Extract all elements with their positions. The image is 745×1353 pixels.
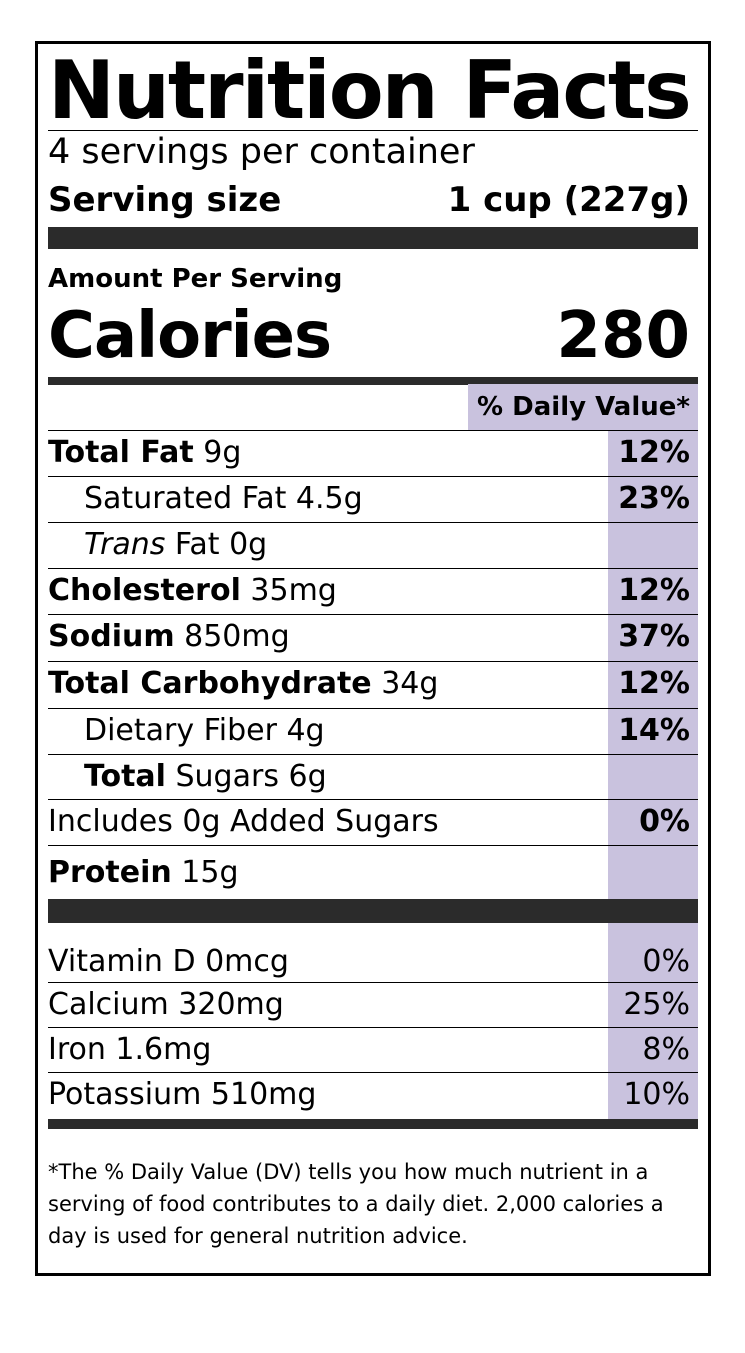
nutrient-amount: 9g [193, 435, 242, 470]
nutrient-amount: Sugars 6g [165, 759, 327, 794]
serving-size-label: Serving size [48, 180, 282, 220]
divider [48, 430, 698, 431]
percent-column [608, 923, 698, 1119]
vitamin-name: Iron 1.6mg [48, 1032, 212, 1067]
nutrient-name: Trans [84, 527, 166, 562]
divider [48, 799, 698, 800]
daily-value-band [468, 384, 698, 430]
amount-per-serving: Amount Per Serving [48, 264, 343, 294]
vitamin-dv: 25% [623, 987, 690, 1022]
label-inner: Nutrition Facts 4 servings per container… [48, 44, 698, 1273]
vitamin-row: Potassium 510mg 10% [48, 1072, 698, 1118]
vitamin-dv: 0% [642, 944, 690, 979]
nutrient-row: Trans Fat 0g [48, 522, 698, 568]
medium-divider [48, 377, 698, 385]
nutrient-amount: Fat 0g [165, 527, 268, 562]
nutrient-name: Total Carbohydrate [48, 666, 372, 701]
footnote: *The % Daily Value (DV) tells you how mu… [48, 1160, 664, 1248]
nutrient-name: Cholesterol [48, 573, 241, 608]
nutrient-dv: 23% [618, 481, 690, 516]
vitamin-dv: 8% [642, 1032, 690, 1067]
medium-divider [48, 1119, 698, 1129]
nutrient-name: Dietary Fiber 4g [84, 713, 325, 748]
nutrient-row: Total Fat 9g 12% [48, 430, 698, 476]
nutrient-dv: 0% [639, 804, 690, 839]
serving-size-value: 1 cup (227g) [447, 180, 690, 220]
nutrient-row: Sodium 850mg 37% [48, 614, 698, 660]
divider [48, 754, 698, 755]
vitamin-row: Calcium 320mg 25% [48, 982, 698, 1028]
nutrient-amount: 34g [371, 666, 439, 701]
servings-per-container: 4 servings per container [48, 132, 475, 172]
divider [48, 661, 698, 662]
vitamin-name: Vitamin D 0mcg [48, 944, 289, 979]
nutrient-row: Includes 0g Added Sugars 0% [48, 799, 698, 845]
divider [48, 1027, 698, 1028]
nutrition-label: Nutrition Facts 4 servings per container… [35, 41, 711, 1276]
calories-label: Calories [48, 299, 332, 373]
nutrient-row: Protein 15g [48, 850, 698, 896]
divider [48, 568, 698, 569]
nutrient-row: Total Sugars 6g [48, 754, 698, 800]
label-title: Nutrition Facts [48, 44, 692, 137]
nutrient-dv: 12% [618, 573, 690, 608]
percent-column [608, 430, 698, 899]
nutrient-name: Saturated Fat 4.5g [84, 481, 363, 516]
divider [48, 982, 698, 983]
nutrient-dv: 37% [618, 619, 690, 654]
divider [48, 1072, 698, 1073]
vitamin-row: Iron 1.6mg 8% [48, 1027, 698, 1073]
nutrient-dv: 12% [618, 435, 690, 470]
nutrient-row: Saturated Fat 4.5g 23% [48, 476, 698, 522]
vitamin-row: Vitamin D 0mcg 0% [48, 939, 698, 985]
nutrient-name: Protein [48, 855, 172, 890]
divider [48, 708, 698, 709]
vitamin-name: Calcium 320mg [48, 987, 284, 1022]
serving-size-row: Serving size 1 cup (227g) [48, 180, 698, 220]
nutrient-name: Sodium [48, 619, 175, 654]
nutrient-row: Dietary Fiber 4g 14% [48, 708, 698, 754]
daily-value-header: % Daily Value* [477, 392, 690, 422]
nutrient-name: Total [84, 759, 166, 794]
vitamin-dv: 10% [623, 1077, 690, 1112]
thick-divider [48, 227, 698, 249]
thick-divider [48, 899, 698, 923]
divider [48, 130, 698, 131]
nutrient-dv: 12% [618, 666, 690, 701]
calories-value: 280 [556, 299, 690, 373]
nutrient-name: Total Fat [48, 435, 194, 470]
nutrient-row: Cholesterol 35mg 12% [48, 568, 698, 614]
nutrient-dv: 14% [618, 713, 690, 748]
divider [48, 614, 698, 615]
divider [48, 845, 698, 846]
nutrient-row: Total Carbohydrate 34g 12% [48, 661, 698, 707]
calories-row: Calories 280 [48, 299, 698, 374]
nutrient-amount: 35mg [240, 573, 337, 608]
divider [48, 476, 698, 477]
vitamin-name: Potassium 510mg [48, 1077, 317, 1112]
divider [48, 522, 698, 523]
nutrient-name: Includes 0g Added Sugars [48, 804, 439, 839]
nutrient-amount: 15g [171, 855, 239, 890]
nutrient-amount: 850mg [174, 619, 290, 654]
